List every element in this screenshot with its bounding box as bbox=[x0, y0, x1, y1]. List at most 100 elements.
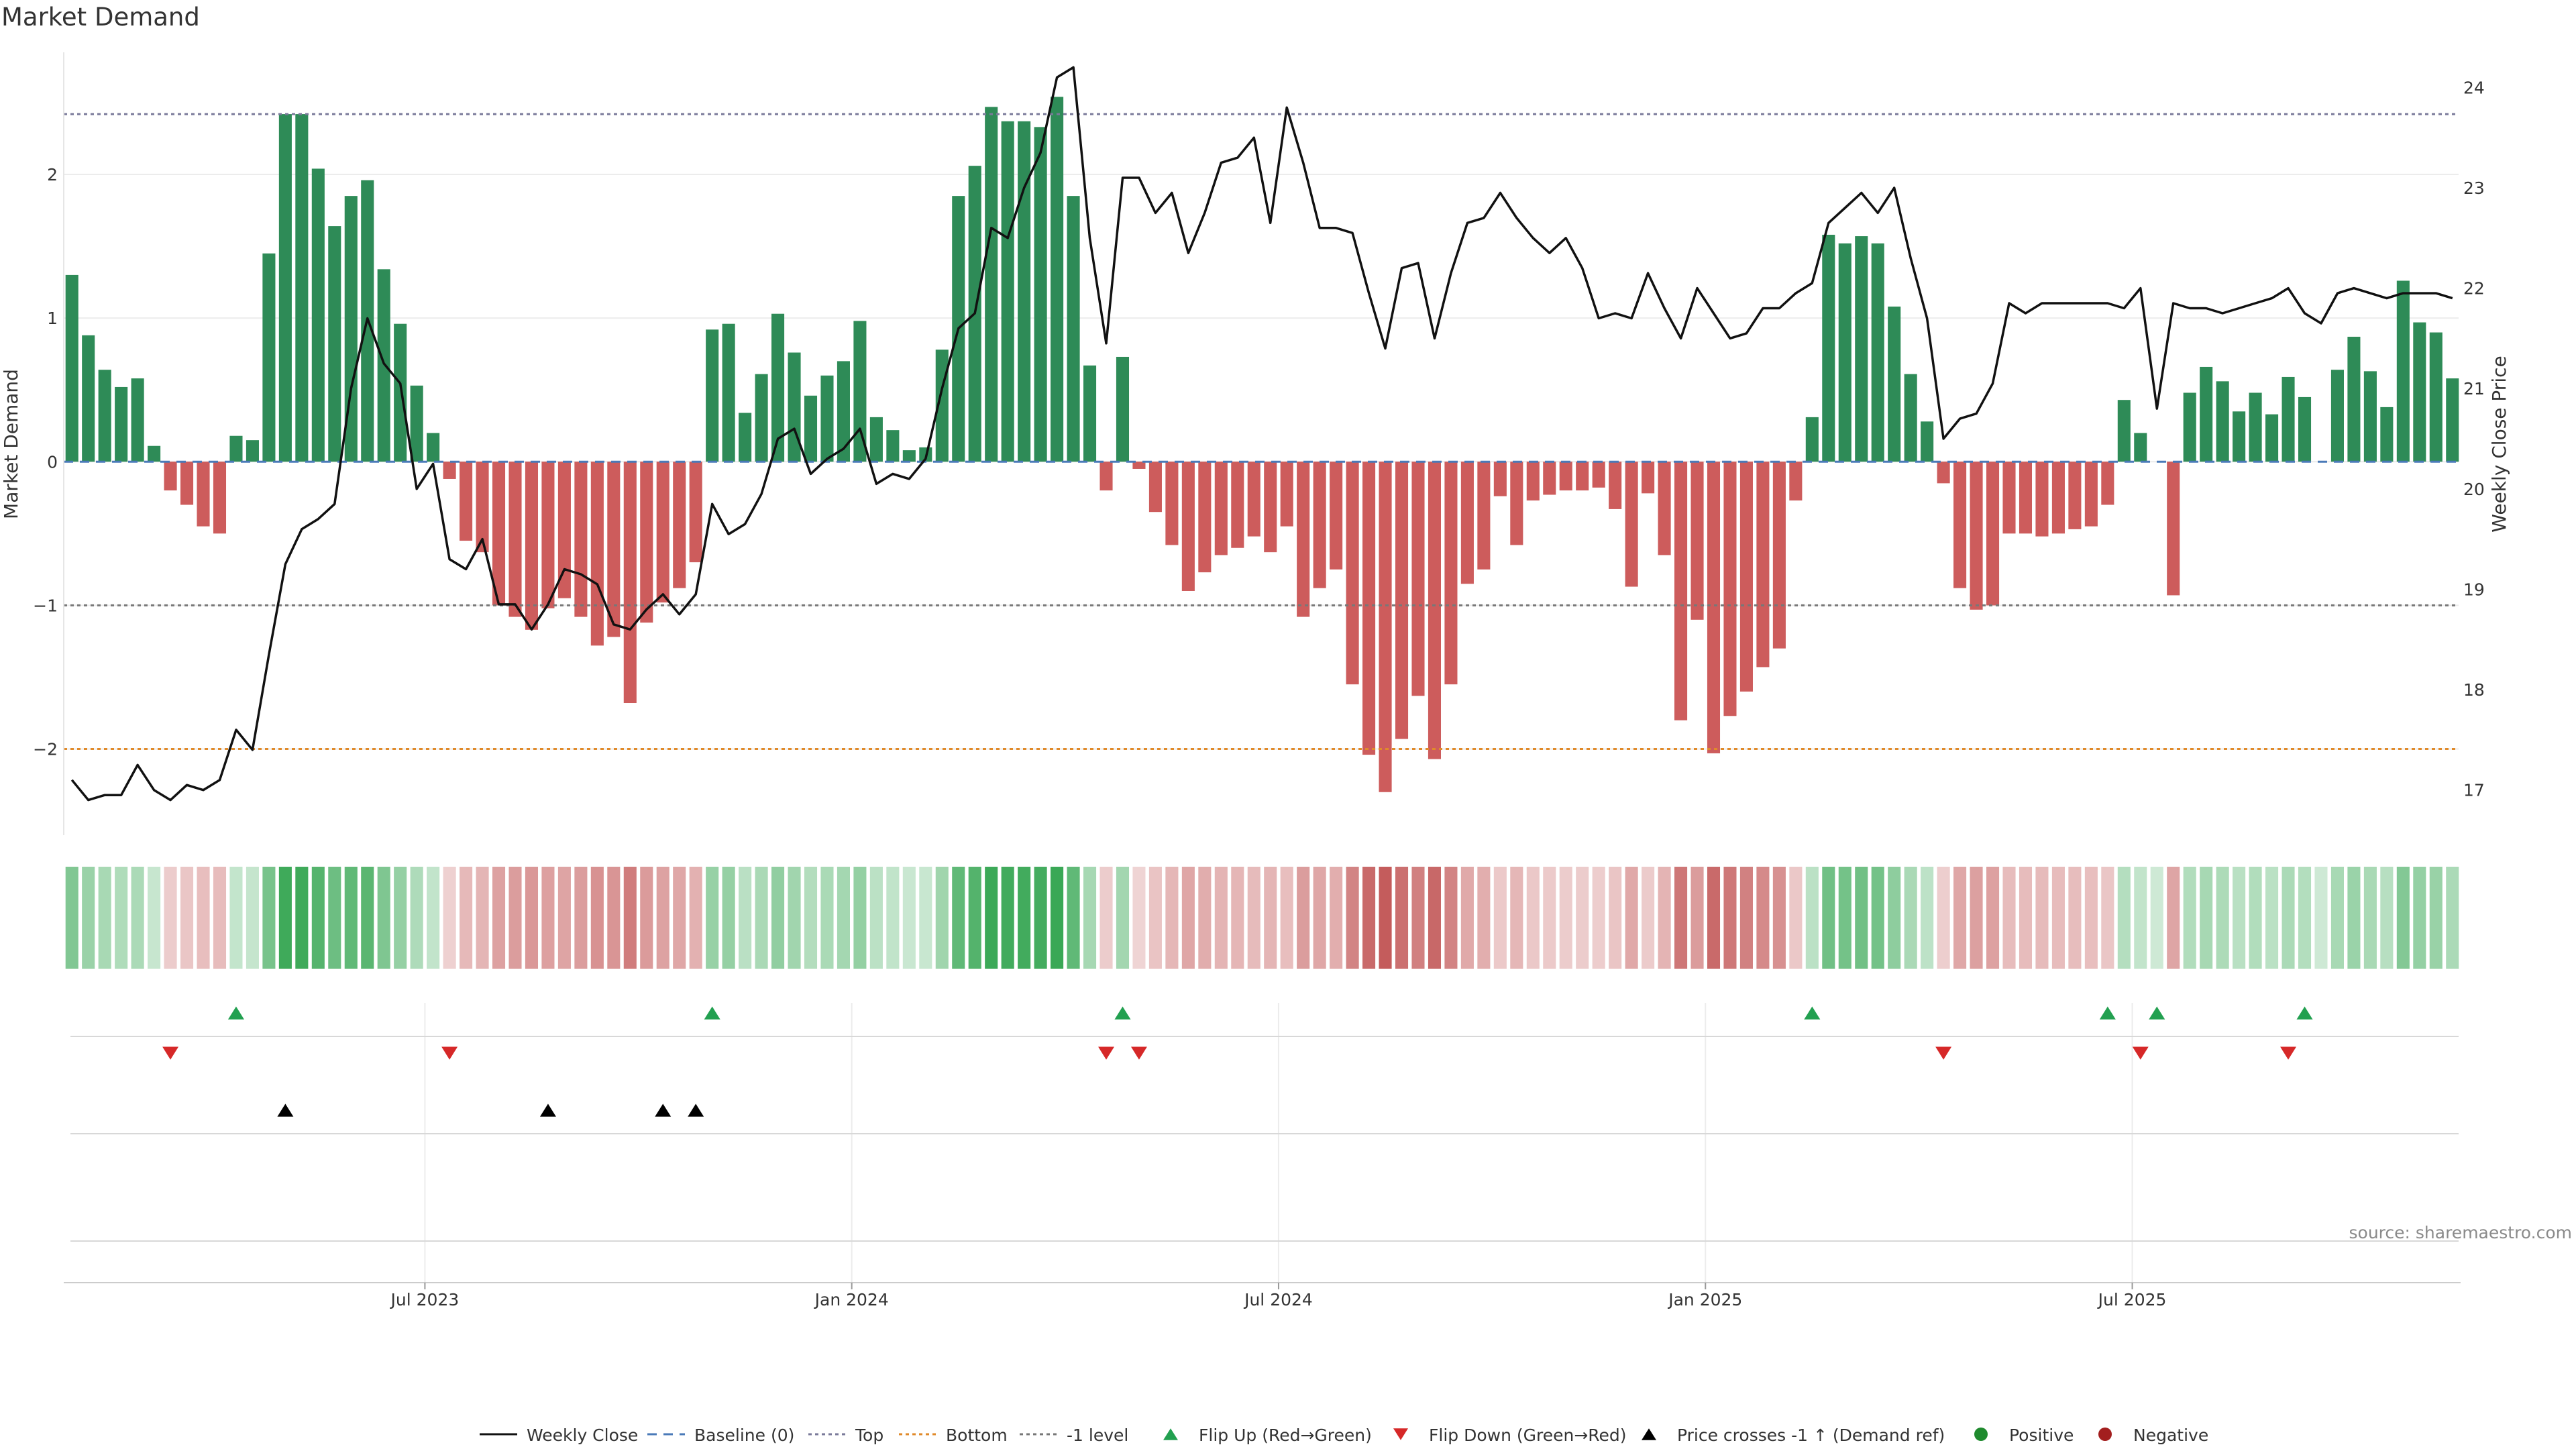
y-tick-left: 1 bbox=[47, 309, 58, 328]
demand-bar bbox=[1444, 462, 1458, 685]
y-tick-right: 19 bbox=[2463, 580, 2485, 599]
y-tick-left: −2 bbox=[33, 740, 58, 759]
heat-cell bbox=[2265, 867, 2279, 969]
heat-cell bbox=[1855, 867, 1868, 969]
demand-bar bbox=[394, 323, 407, 462]
y-tick-right: 24 bbox=[2463, 78, 2485, 97]
signal-markers bbox=[162, 1006, 2313, 1117]
heat-cell bbox=[1510, 867, 1523, 969]
demand-bar bbox=[541, 462, 555, 608]
heat-cell bbox=[1379, 867, 1392, 969]
demand-bar bbox=[1723, 462, 1737, 716]
heat-cell bbox=[1395, 867, 1409, 969]
heat-cell bbox=[229, 867, 243, 969]
demand-bar bbox=[1625, 462, 1638, 587]
demand-bar bbox=[1330, 462, 1343, 570]
demand-bar bbox=[148, 445, 161, 462]
demand-bar bbox=[1789, 462, 1803, 501]
heat-cell bbox=[246, 867, 259, 969]
demand-bar bbox=[1543, 462, 1556, 495]
demand-bar bbox=[2216, 381, 2229, 462]
heat-cell bbox=[131, 867, 144, 969]
heat-cell bbox=[1986, 867, 2000, 969]
heat-cell bbox=[1789, 867, 1803, 969]
demand-bar bbox=[328, 226, 341, 462]
heat-cell bbox=[1625, 867, 1638, 969]
demand-bar bbox=[2265, 414, 2279, 462]
heat-cell bbox=[1148, 867, 1162, 969]
flip-down-marker bbox=[2132, 1046, 2149, 1060]
demand-bar bbox=[427, 433, 440, 462]
weekly-close-line bbox=[70, 66, 2453, 802]
heat-cell bbox=[837, 867, 850, 969]
heat-cell bbox=[755, 867, 768, 969]
heat-cell bbox=[902, 867, 916, 969]
heat-cell bbox=[1330, 867, 1343, 969]
demand-bar bbox=[197, 462, 210, 527]
heat-cell bbox=[1805, 867, 1819, 969]
demand-bar bbox=[278, 114, 292, 462]
heat-cell bbox=[2035, 867, 2049, 969]
legend-swatch-flip-up bbox=[1163, 1428, 1178, 1440]
heat-cell bbox=[1034, 867, 1047, 969]
heat-cell bbox=[952, 867, 965, 969]
heat-cell bbox=[574, 867, 588, 969]
legend-item-negative: Negative bbox=[2098, 1426, 2208, 1445]
demand-bar bbox=[1264, 462, 1277, 553]
demand-bar bbox=[2002, 462, 2016, 534]
flip-up-marker bbox=[2149, 1006, 2165, 1020]
heat-cell bbox=[804, 867, 818, 969]
demand-bar bbox=[1690, 462, 1704, 620]
demand-bar bbox=[115, 386, 128, 462]
demand-bars bbox=[65, 97, 2459, 792]
heat-cell bbox=[262, 867, 276, 969]
heat-cell bbox=[1018, 867, 1031, 969]
x-tick-label: Jan 2025 bbox=[1667, 1290, 1742, 1309]
flip-down-marker bbox=[1935, 1046, 1952, 1060]
heat-cell bbox=[443, 867, 456, 969]
demand-bar bbox=[2249, 392, 2262, 462]
heat-cell bbox=[640, 867, 653, 969]
heat-cell bbox=[1953, 867, 1967, 969]
demand-bar bbox=[869, 417, 883, 462]
demand-bar bbox=[2298, 396, 2312, 462]
heat-cell bbox=[148, 867, 161, 969]
source-note: source: sharemaestro.com bbox=[2349, 1223, 2573, 1242]
legend-item-minus1: -1 level bbox=[1020, 1426, 1128, 1445]
heat-cell bbox=[278, 867, 292, 969]
legend-label: Price crosses -1 ↑ (Demand ref) bbox=[1677, 1426, 1945, 1445]
demand-bar bbox=[1888, 307, 1901, 462]
demand-bar bbox=[508, 462, 522, 617]
demand-bar bbox=[771, 313, 785, 462]
price-cross-marker bbox=[655, 1104, 672, 1117]
demand-bar bbox=[1067, 196, 1080, 462]
demand-bar bbox=[2134, 433, 2147, 462]
y-tick-left: 0 bbox=[47, 452, 58, 472]
heat-cell bbox=[935, 867, 949, 969]
x-tick-label: Jul 2023 bbox=[390, 1290, 460, 1309]
y-axis-label-right: Weekly Close Price bbox=[2488, 356, 2510, 532]
heat-cell bbox=[2363, 867, 2377, 969]
legend-swatch-flip-down bbox=[1393, 1428, 1408, 1440]
heat-cell bbox=[607, 867, 621, 969]
flip-up-marker bbox=[704, 1006, 720, 1020]
heat-cell bbox=[115, 867, 128, 969]
heat-cell bbox=[2446, 867, 2459, 969]
demand-bar bbox=[1379, 462, 1392, 792]
demand-bar bbox=[1214, 462, 1228, 555]
flip-up-marker bbox=[2296, 1006, 2313, 1020]
demand-bar bbox=[2167, 462, 2180, 596]
heat-cell bbox=[1460, 867, 1474, 969]
demand-bar bbox=[2183, 392, 2196, 462]
heat-cell bbox=[623, 867, 637, 969]
heat-cell bbox=[1198, 867, 1212, 969]
demand-bar bbox=[1297, 462, 1310, 617]
demand-bar bbox=[1477, 462, 1491, 570]
demand-bar bbox=[344, 196, 358, 462]
demand-bar bbox=[1674, 462, 1688, 720]
demand-bar bbox=[1510, 462, 1523, 545]
heat-cell bbox=[2183, 867, 2196, 969]
heat-cell bbox=[2068, 867, 2082, 969]
heat-cell bbox=[1921, 867, 1934, 969]
